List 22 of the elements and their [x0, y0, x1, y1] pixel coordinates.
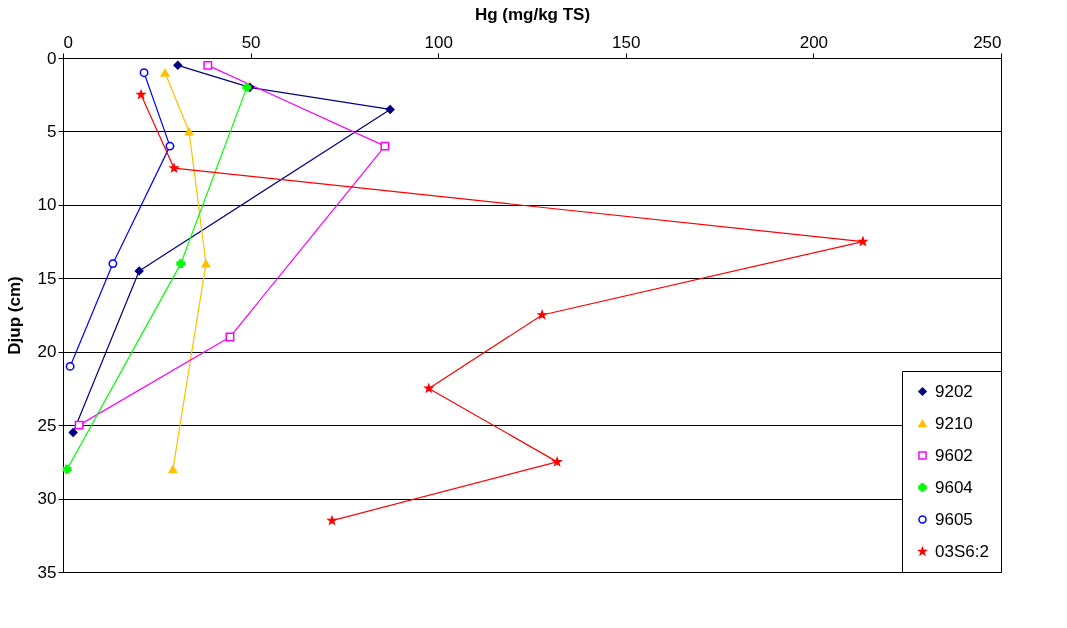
legend-label: 9604: [935, 477, 973, 497]
x-tick-label: 200: [799, 32, 829, 52]
y-tick-label: 35: [37, 562, 57, 582]
y-tick-label: 5: [47, 121, 57, 141]
legend-label: 03S6:2: [935, 541, 989, 561]
legend-label: 9605: [935, 509, 973, 529]
x-tick-label: 50: [241, 32, 261, 52]
y-tick-label: 0: [47, 48, 57, 68]
y-tick-label: 25: [37, 415, 57, 435]
x-tick-label: 250: [973, 32, 1002, 52]
y-tick-label: 10: [37, 195, 57, 215]
x-axis-title: Hg (mg/kg TS): [474, 4, 591, 24]
y-axis-title: Djup (cm): [4, 276, 24, 355]
x-tick-label: 150: [612, 32, 641, 52]
x-tick-label: 100: [424, 32, 453, 52]
y-tick-label: 20: [37, 342, 57, 362]
legend-label: 9602: [935, 445, 973, 465]
legend-label: 9202: [935, 381, 973, 401]
y-tick-label: 15: [37, 268, 57, 288]
legend-label: 9210: [935, 413, 973, 433]
y-tick-label: 30: [37, 489, 57, 509]
x-tick-label: 0: [63, 32, 73, 52]
